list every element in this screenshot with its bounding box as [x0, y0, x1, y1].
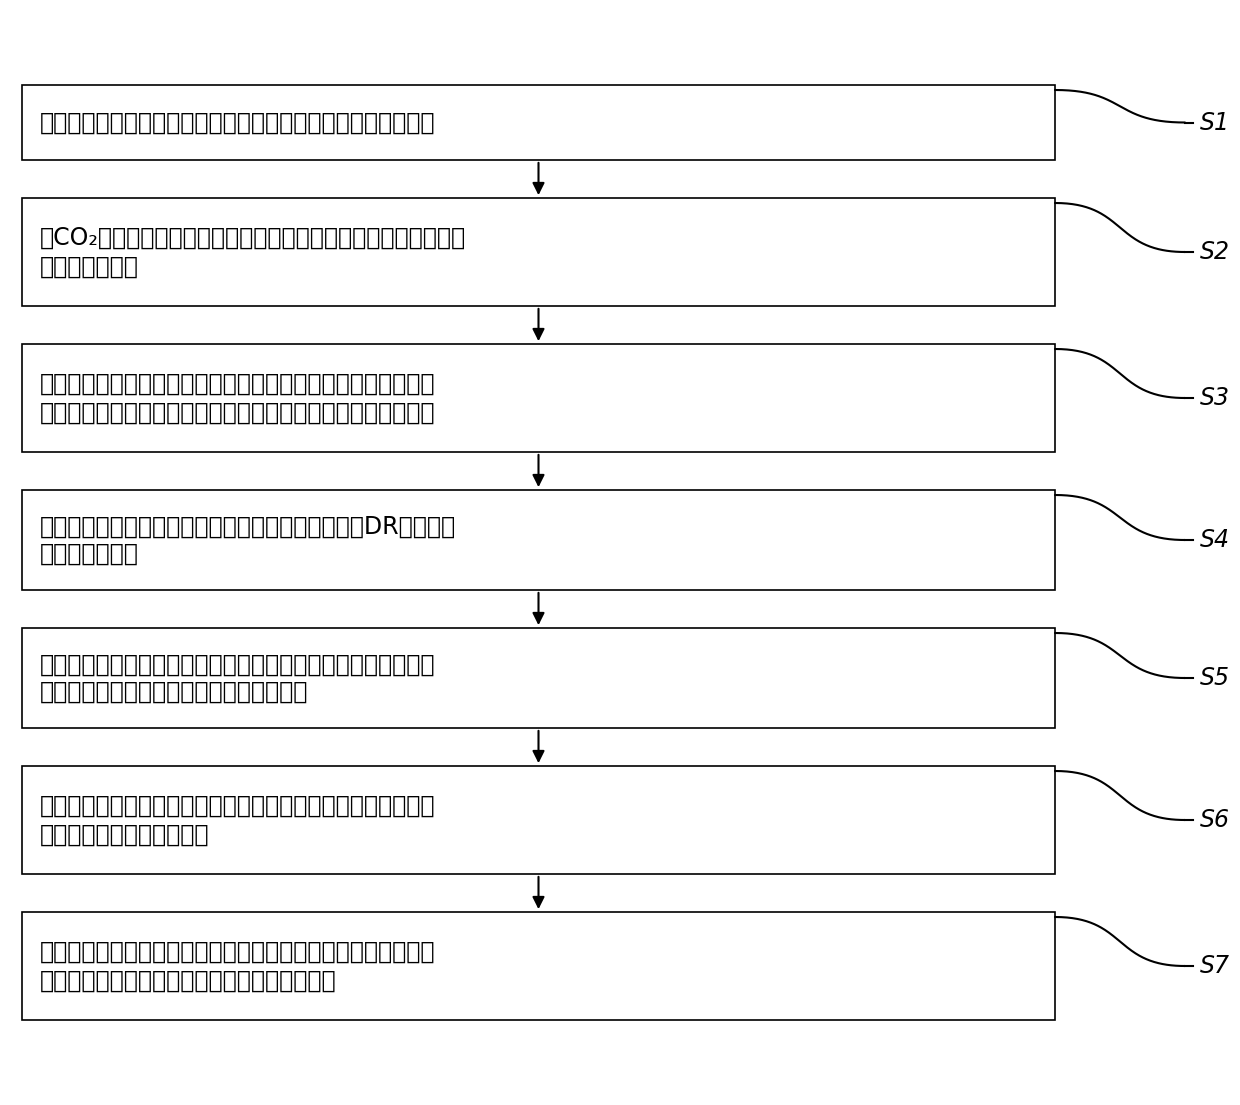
Text: S6: S6 [1200, 808, 1230, 832]
Text: 函数计算孔尺度分布函数值: 函数计算孔尺度分布函数值 [40, 822, 210, 846]
Text: S7: S7 [1200, 954, 1230, 978]
Text: 将所述孔尺度分布函数值代入孔尺度分布函数中计算得到表征有: 将所述孔尺度分布函数值代入孔尺度分布函数中计算得到表征有 [40, 939, 435, 964]
Bar [22, 628, 1055, 728]
Text: 得到相对吸附量: 得到相对吸附量 [40, 541, 139, 566]
Text: S4: S4 [1200, 528, 1230, 552]
Text: 将所述相对吸附量、吸附数据中的平衡压力及饱和蒸气压代入特: 将所述相对吸附量、吸附数据中的平衡压力及饱和蒸气压代入特 [40, 652, 435, 676]
Text: 将得到的最大吸附量与吸附数据中的平衡吸附量代入DR方程中，: 将得到的最大吸附量与吸附数据中的平衡吸附量代入DR方程中， [40, 515, 456, 538]
Bar [22, 344, 1055, 452]
Text: 并采集吸附数据: 并采集吸附数据 [40, 254, 139, 278]
Text: S3: S3 [1200, 386, 1230, 410]
Text: 采集有机质页岩样品，对所述有机质页岩样品处理后进行抽真空: 采集有机质页岩样品，对所述有机质页岩样品处理后进行抽真空 [40, 110, 435, 135]
Text: 将CO₂作为吸附质在真空条件下对所述有机质页岩样品进行吸附，: 将CO₂作为吸附质在真空条件下对所述有机质页岩样品进行吸附， [40, 225, 466, 250]
Text: 征表达式中，得到尺度参数值和形状参数值: 征表达式中，得到尺度参数值和形状参数值 [40, 680, 309, 704]
Bar [22, 912, 1055, 1020]
Text: 通过所述尺度参数值、形状参数值、特征吸附能的倒数值及伽马: 通过所述尺度参数值、形状参数值、特征吸附能的倒数值及伽马 [40, 793, 435, 818]
Text: 机质页岩样品微孔孔隙结构复杂度的分形维数值: 机质页岩样品微孔孔隙结构复杂度的分形维数值 [40, 969, 336, 992]
Text: 计算吸附质的特征吸附能，并将所述特征吸附能、吸附数据中的: 计算吸附质的特征吸附能，并将所述特征吸附能、吸附数据中的 [40, 371, 435, 396]
Text: S2: S2 [1200, 240, 1230, 264]
Text: S1: S1 [1200, 110, 1230, 135]
Bar [22, 198, 1055, 306]
Text: S5: S5 [1200, 666, 1230, 690]
Bar [22, 766, 1055, 874]
Bar [22, 85, 1055, 160]
Bar [22, 490, 1055, 590]
Text: 平衡压力、饱和蒸气压代入最大吸附量公式中，得到最大吸附量: 平衡压力、饱和蒸气压代入最大吸附量公式中，得到最大吸附量 [40, 401, 435, 424]
